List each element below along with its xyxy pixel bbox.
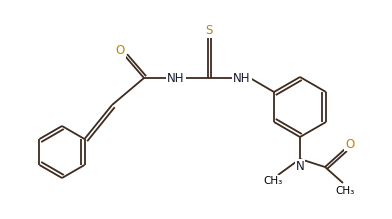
Text: NH: NH (167, 72, 185, 85)
Text: NH: NH (233, 72, 251, 85)
Text: CH₃: CH₃ (336, 186, 355, 196)
Text: CH₃: CH₃ (263, 176, 283, 186)
Text: O: O (115, 44, 125, 58)
Text: S: S (205, 25, 213, 37)
Text: O: O (345, 138, 355, 150)
Text: N: N (296, 159, 304, 173)
